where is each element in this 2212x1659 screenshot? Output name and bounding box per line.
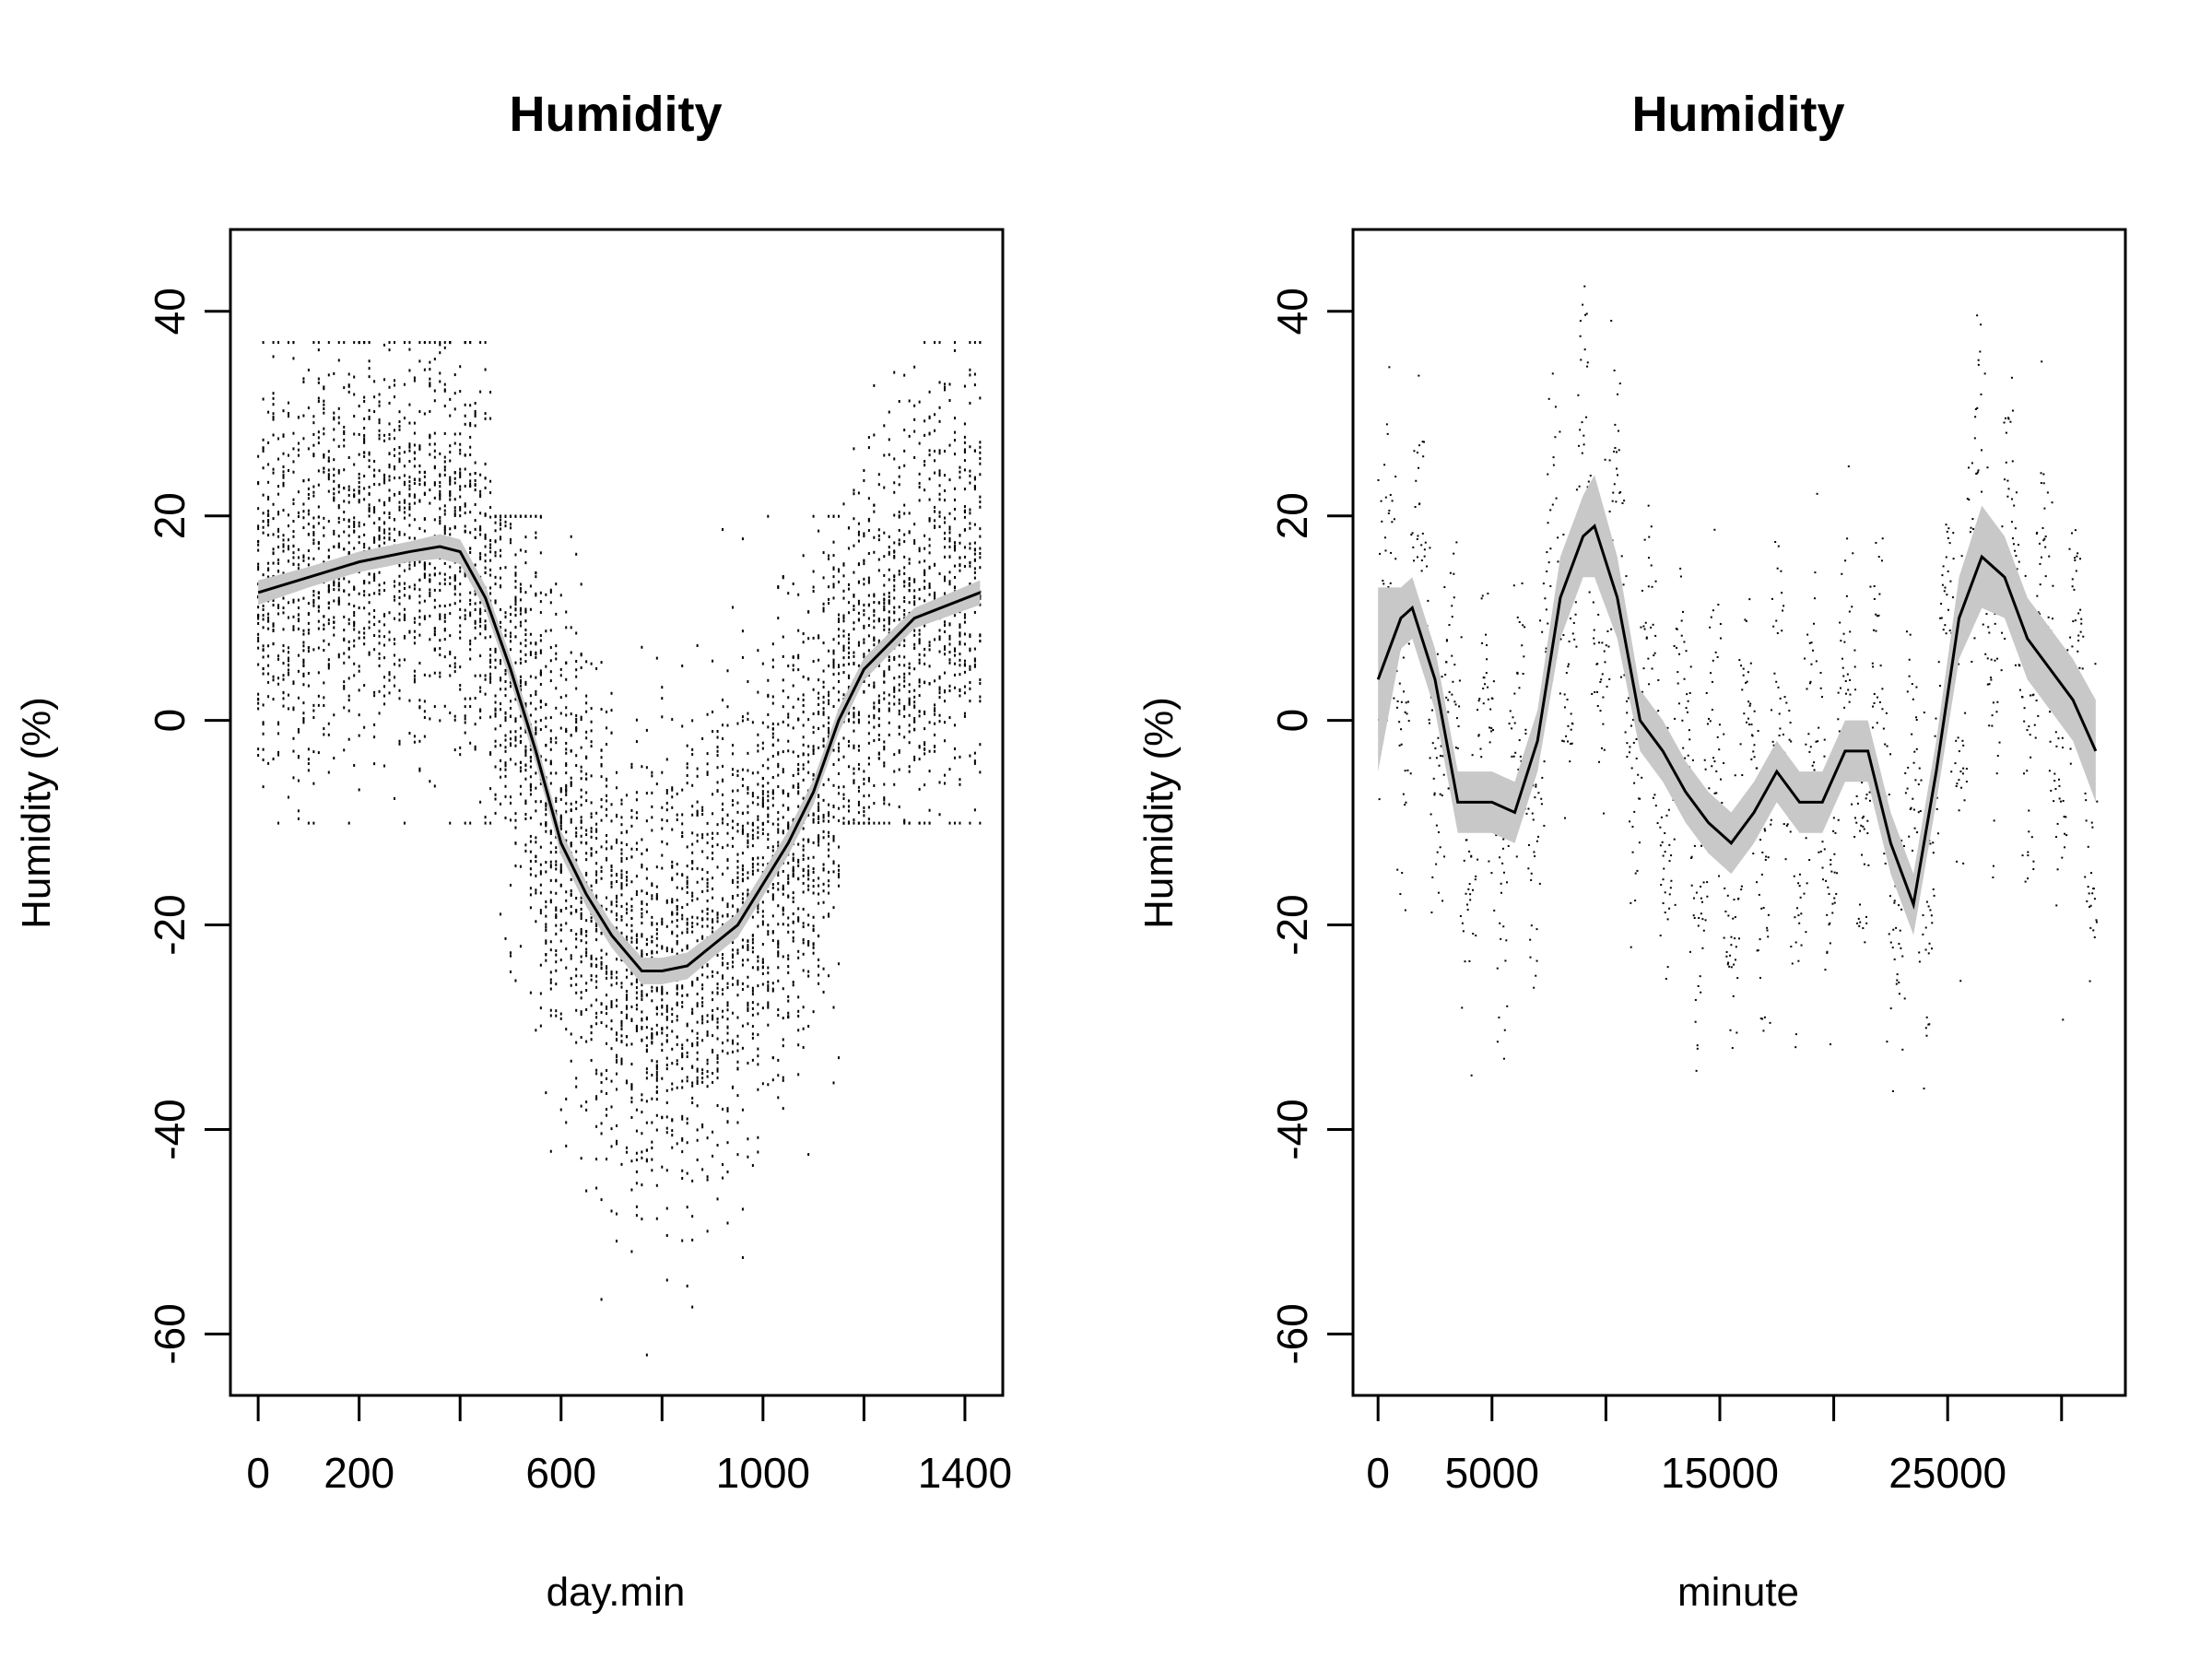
confidence-band-area xyxy=(258,534,981,984)
plot-frame xyxy=(1351,228,2127,1397)
x-tick-label: 5000 xyxy=(1445,1449,1539,1497)
x-tick-label: 1400 xyxy=(918,1449,1012,1497)
x-axis: 0 5000 15000 25000 xyxy=(1366,1395,2064,1497)
plot-frame xyxy=(229,228,1005,1397)
smooth-curve xyxy=(1376,524,2098,911)
x-tick-label: 600 xyxy=(525,1449,596,1497)
y-axis-label: Humidity (%) xyxy=(14,697,59,929)
confidence-band-area xyxy=(1378,475,2096,935)
confidence-band xyxy=(1378,475,2096,935)
y-tick-label: 0 xyxy=(1268,709,1316,733)
x-tick-label: 0 xyxy=(1366,1449,1390,1497)
x-tick-label: 200 xyxy=(324,1449,394,1497)
y-tick-label: -20 xyxy=(1268,894,1316,955)
y-axis-label: Humidity (%) xyxy=(1136,697,1182,929)
chart-panel-day-min: Humidity 0 200 600 1000 1400 40200-20-40-60 … xyxy=(14,87,1012,1615)
x-tick-label: 25000 xyxy=(1888,1449,2006,1497)
y-axis: 40 20 0 -20 -40 -60 xyxy=(1268,288,1353,1365)
y-tick-label: 40 xyxy=(146,288,194,335)
y-tick-label: -20 xyxy=(146,894,194,955)
chart-title: Humidity xyxy=(509,87,722,142)
y-tick-label: 20 xyxy=(146,492,194,539)
scatter-points xyxy=(257,341,982,1357)
x-tick-label: 1000 xyxy=(716,1449,810,1497)
y-tick-label: 0 xyxy=(146,709,194,733)
chart-panel-minute: Humidity 0 5000 15000 25000 40200-20-40-60 … xyxy=(1136,87,2127,1615)
x-axis-label: day.min xyxy=(547,1570,686,1615)
scatter-points xyxy=(1377,285,2099,1092)
y-tick-label: -40 xyxy=(146,1099,194,1159)
x-tick-label: 0 xyxy=(246,1449,270,1497)
chart-title: Humidity xyxy=(1631,87,1844,142)
y-tick-label: -40 xyxy=(1268,1099,1316,1159)
y-axis: 40 20 0 -20 -40 -60 xyxy=(146,288,230,1365)
smooth-line xyxy=(1376,524,2098,911)
smooth-curve xyxy=(257,545,981,972)
x-axis: 0 200 600 1000 1400 xyxy=(246,1395,1012,1497)
smooth-line xyxy=(257,545,981,972)
x-axis-label: minute xyxy=(1677,1570,1799,1615)
y-tick-label: 20 xyxy=(1268,492,1316,539)
x-tick-label: 15000 xyxy=(1661,1449,1779,1497)
y-tick-label: 40 xyxy=(1268,288,1316,335)
confidence-band xyxy=(258,534,981,984)
y-tick-label: -60 xyxy=(146,1303,194,1364)
y-tick-label: -60 xyxy=(1268,1303,1316,1364)
